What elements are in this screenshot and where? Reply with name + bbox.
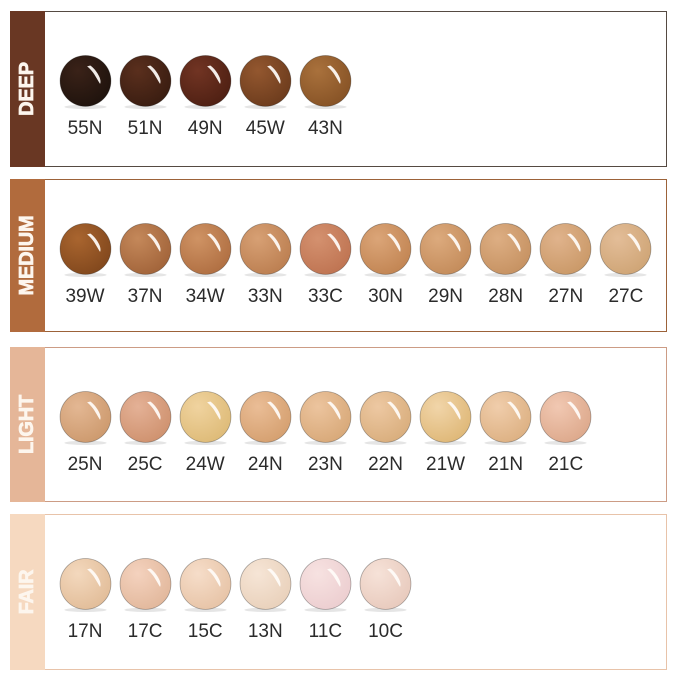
svg-text:MEDIUM: MEDIUM bbox=[16, 216, 38, 296]
svg-text:FAIR: FAIR bbox=[16, 569, 38, 615]
svg-text:LIGHT: LIGHT bbox=[16, 395, 38, 454]
svg-text:DEEP: DEEP bbox=[16, 62, 38, 116]
